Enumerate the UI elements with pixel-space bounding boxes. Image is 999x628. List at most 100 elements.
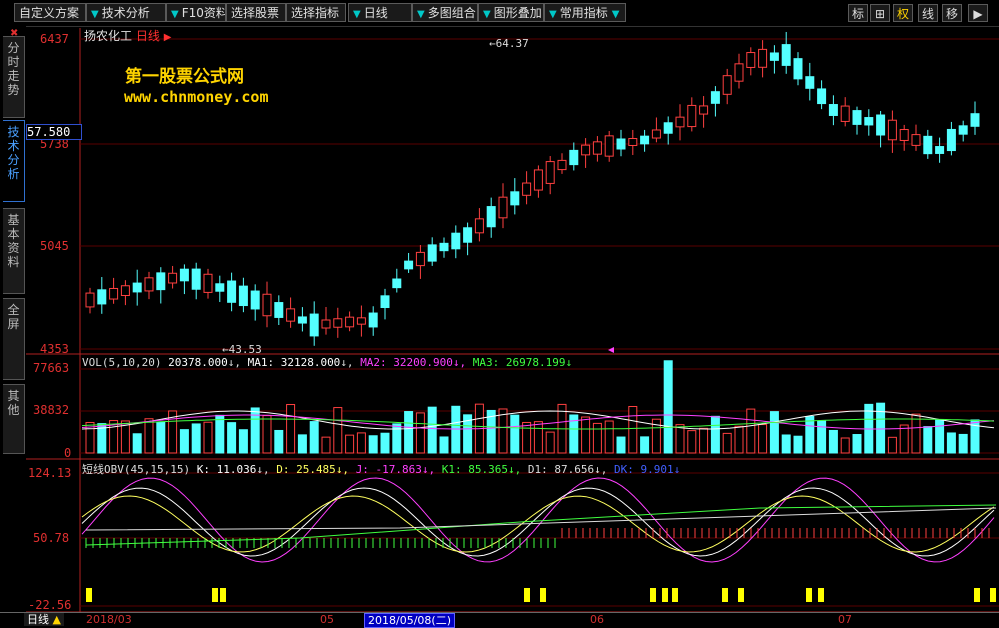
obv-dk: DK: 9.901 (614, 463, 674, 476)
menu-label: 多图组合 (427, 6, 476, 20)
obv-signal-bar (540, 588, 546, 602)
menu-select-indicator[interactable]: 选择指标 (286, 3, 346, 22)
obv-info: 短线OBV(45,15,15) K: 11.036↓, D: 25.485↓, … (82, 463, 681, 476)
line-button[interactable]: 线 (918, 4, 938, 22)
volume-value: 20378.000 (168, 356, 228, 369)
candle-body (746, 52, 756, 68)
stock-title: 扬农化工 日线 ▶ (84, 27, 171, 44)
play-button[interactable]: ▶ (968, 4, 988, 22)
obv-k1: K1: 85.365 (441, 463, 509, 476)
candle-body (687, 104, 697, 128)
candle-body (215, 283, 225, 292)
obv-signal-bar (722, 588, 728, 602)
tab-intraday[interactable]: 分时走势 (3, 36, 25, 118)
period-tab[interactable]: 日线 ▲ (24, 613, 64, 626)
obv-signal-bar (806, 588, 812, 602)
candle-body (368, 312, 378, 328)
candle-body (238, 285, 248, 307)
candle-body (498, 196, 508, 219)
candle-body (946, 128, 956, 152)
close-icon[interactable]: ✖ (10, 28, 19, 39)
volume-bar (852, 434, 862, 454)
cursor-date-label: 2018/05/08(二) (364, 613, 455, 628)
volume-ma3-line (81, 418, 995, 430)
volume-bar (699, 427, 709, 454)
menu-f10[interactable]: ▼ F10资料 (166, 3, 226, 22)
candle-body (675, 116, 685, 128)
candle-body (356, 317, 366, 325)
volume-bar (805, 416, 815, 454)
menu-technical-analysis[interactable]: ▼ 技术分析 (86, 3, 166, 22)
left-sidebar: ✖ 分时走势 技术分析 基本资料 全屏 其他 (0, 26, 26, 614)
candle-body (710, 91, 720, 104)
rights-button[interactable]: 权 (893, 4, 913, 22)
volume-bar (415, 412, 425, 454)
candle-body (734, 63, 744, 82)
tab-technical[interactable]: 技术分析 (3, 120, 25, 202)
move-button[interactable]: 移 (942, 4, 962, 22)
candle-body (132, 282, 142, 293)
tab-label: 技术分析 (7, 125, 20, 181)
candle-body (144, 277, 154, 292)
menu-common-indicators[interactable]: ▼ 常用指标 ▼ (544, 3, 626, 22)
grid-button[interactable]: ⊞ (870, 4, 890, 22)
tab-label: 全屏 (7, 303, 20, 331)
volume-bar (557, 403, 567, 454)
candle-body (616, 138, 626, 150)
volume-bar (746, 408, 756, 454)
menu-multi-chart[interactable]: ▼ 多图组合 (412, 3, 478, 22)
candle-body (604, 135, 614, 157)
menu-select-stock[interactable]: 选择股票 (226, 3, 286, 22)
menu-label: 日线 (363, 6, 388, 20)
dropdown-arrow-icon: ▼ (91, 9, 99, 20)
stock-name: 扬农化工 (84, 29, 133, 43)
menu-overlay[interactable]: ▼ 图形叠加 (478, 3, 544, 22)
tab-fundamentals[interactable]: 基本资料 (3, 208, 25, 294)
volume-bar (911, 413, 921, 454)
volume-bar (533, 421, 543, 454)
dropdown-arrow-icon: ▼ (417, 9, 425, 20)
volume-bar (132, 433, 142, 454)
volume-bar (817, 420, 827, 454)
volume-bar (710, 415, 720, 454)
candle-body (309, 313, 319, 337)
dropdown-arrow-icon: ▼ (549, 9, 557, 20)
volume-bar (604, 420, 614, 454)
volume-bar (439, 436, 449, 454)
candle-body (451, 232, 461, 250)
obv-signal-bar (86, 588, 92, 602)
volume-bar (474, 403, 484, 454)
candle-body (557, 159, 567, 171)
candle-body (109, 287, 119, 300)
candle-body (935, 146, 945, 154)
candle-body (852, 110, 862, 125)
menu-period[interactable]: ▼ 日线 (348, 3, 412, 22)
mark-button[interactable]: 标 (848, 4, 868, 22)
volume-bar (616, 436, 626, 454)
candle-body (805, 76, 815, 89)
obv-signal-bar (650, 588, 656, 602)
candle-body (474, 218, 484, 234)
obv-signal-bar (818, 588, 824, 602)
candle-body (427, 244, 437, 262)
candle-body (522, 182, 532, 196)
candle-body (297, 316, 307, 324)
obv-d-line (81, 495, 995, 553)
tab-label: 基本资料 (7, 213, 20, 269)
menu-custom-scheme[interactable]: 自定义方案 (14, 3, 86, 22)
tab-fullscreen[interactable]: 全屏 (3, 298, 25, 380)
volume-bar (345, 434, 355, 454)
candle-body (569, 149, 579, 166)
volume-bar (368, 435, 378, 454)
candle-body (286, 308, 296, 322)
watermark-title: 第一股票公式网 (125, 67, 244, 87)
volume-bar (970, 419, 980, 454)
menu-label: 自定义方案 (19, 6, 80, 20)
volume-bar (958, 433, 968, 454)
volume-bar (404, 411, 414, 454)
obv-d: D: 25.485 (276, 463, 336, 476)
dropdown-arrow-icon: ▼ (353, 9, 361, 20)
volume-axis-mid: 38832 (33, 403, 70, 417)
tab-label: 其他 (7, 389, 20, 417)
tab-other[interactable]: 其他 (3, 384, 25, 454)
